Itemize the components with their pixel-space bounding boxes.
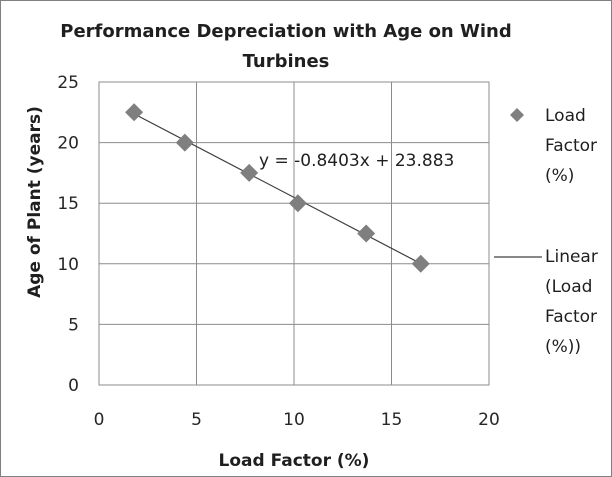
data-point-2 bbox=[240, 163, 259, 182]
legend-trendline-line-2: Factor bbox=[545, 307, 597, 327]
y-axis-ticks: 0 5 10 15 20 25 bbox=[57, 73, 79, 396]
y-tick-label-4: 20 bbox=[57, 134, 79, 154]
legend: Load Factor (%) Linear (Load Factor (%)) bbox=[494, 106, 598, 357]
legend-trendline-line-3: (%)) bbox=[545, 337, 581, 357]
grid bbox=[98, 81, 490, 386]
legend-series-line-0: Load bbox=[545, 106, 586, 126]
legend-series-line-1: Factor bbox=[545, 136, 597, 156]
legend-label-trendline: Linear (Load Factor (%)) bbox=[545, 247, 598, 357]
data-points bbox=[125, 103, 430, 273]
y-tick-label-3: 15 bbox=[57, 194, 79, 214]
legend-label-series: Load Factor (%) bbox=[545, 106, 597, 186]
trendline bbox=[133, 113, 422, 265]
data-point-4 bbox=[357, 224, 376, 243]
legend-trendline-line-1: (Load bbox=[545, 277, 592, 297]
legend-series-line-2: (%) bbox=[545, 166, 574, 186]
trendline-equation: y = -0.8403x + 23.883 bbox=[259, 151, 454, 171]
x-tick-label-3: 15 bbox=[381, 410, 403, 430]
data-point-1 bbox=[175, 133, 194, 152]
legend-trendline-line-0: Linear bbox=[545, 247, 598, 267]
y-tick-label-0: 0 bbox=[68, 376, 79, 396]
y-tick-label-5: 25 bbox=[57, 73, 79, 93]
legend-marker-diamond bbox=[510, 108, 524, 122]
y-tick-label-2: 10 bbox=[57, 255, 79, 275]
x-axis-title: Load Factor (%) bbox=[219, 451, 370, 471]
x-tick-label-1: 5 bbox=[191, 410, 202, 430]
x-tick-label-4: 20 bbox=[478, 410, 500, 430]
trendline-path bbox=[133, 113, 422, 265]
data-point-5 bbox=[411, 254, 430, 273]
y-tick-label-1: 5 bbox=[68, 315, 79, 335]
x-tick-label-0: 0 bbox=[94, 410, 105, 430]
x-axis-ticks: 0 5 10 15 20 bbox=[94, 410, 500, 430]
data-point-0 bbox=[125, 103, 144, 122]
chart-title: Performance Depreciation with Age on Win… bbox=[60, 21, 512, 72]
x-tick-label-2: 10 bbox=[283, 410, 305, 430]
data-point-3 bbox=[288, 194, 307, 213]
y-axis-title: Age of Plant (years) bbox=[25, 106, 45, 298]
